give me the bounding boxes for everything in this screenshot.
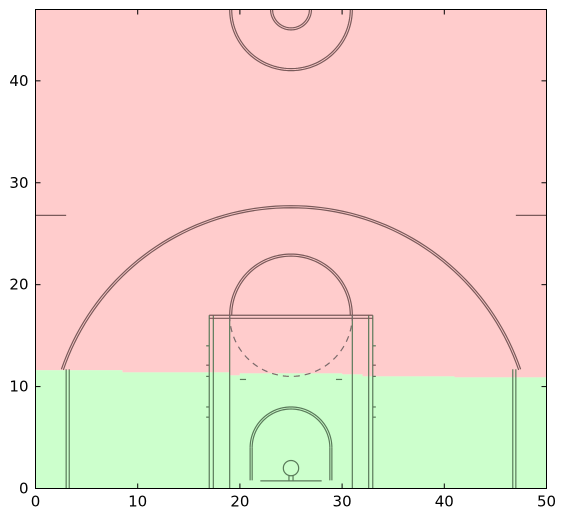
free-throw-arc-top [229,253,353,316]
axis-ticks: 0 10 20 30 40 50 0 10 20 30 40 [9,9,556,511]
center-circle-inner-inner [272,9,310,29]
center-circle-outer-inner [231,9,351,70]
y-tick-label: 30 [9,174,28,192]
x-tick-label: 40 [435,493,454,511]
plot-frame [35,9,547,489]
x-tick-label: 50 [537,493,556,511]
y-tick-label: 10 [9,378,28,396]
y-tick-label: 0 [19,480,29,498]
region-above [35,9,547,378]
hoop [282,459,300,477]
restricted-arc-inner [251,408,331,448]
region-below [35,370,547,489]
center-circle-inner [269,9,313,31]
y-tick-label: 40 [9,72,28,90]
x-tick-label: 10 [128,493,147,511]
three-point-arc-inner [62,207,520,371]
x-tick-label: 20 [230,493,249,511]
three-point-arc [60,205,522,370]
x-tick-label: 0 [31,493,41,511]
y-tick-label: 20 [9,276,28,294]
x-tick-label: 30 [333,493,352,511]
restricted-arc [249,406,333,448]
center-circle-outer [229,9,353,72]
free-throw-arc-top-inner [231,255,351,316]
court-lines [35,9,547,489]
region-layer [35,9,547,489]
